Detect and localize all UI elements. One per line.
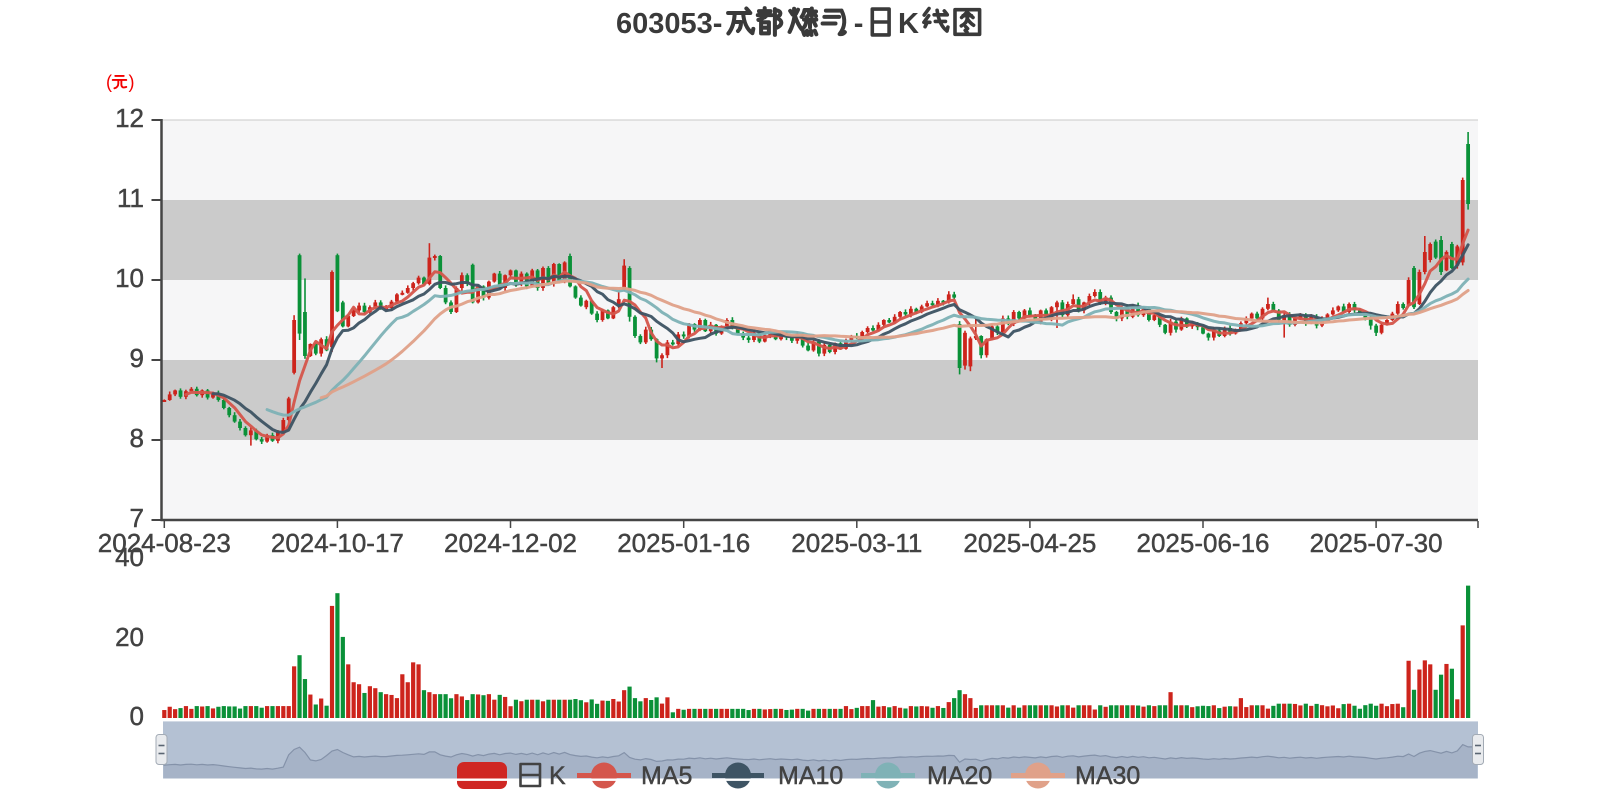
svg-text:11: 11 xyxy=(117,183,144,213)
svg-text:2024-08-23: 2024-08-23 xyxy=(98,528,231,558)
svg-text:2025-06-16: 2025-06-16 xyxy=(1137,528,1270,558)
svg-text:12: 12 xyxy=(115,103,144,133)
svg-text:10: 10 xyxy=(115,263,144,293)
svg-text:7: 7 xyxy=(130,503,144,533)
svg-text:2024-12-02: 2024-12-02 xyxy=(444,528,577,558)
svg-text:): ) xyxy=(129,72,135,92)
svg-text:603053-: 603053- xyxy=(616,8,722,40)
svg-text:8: 8 xyxy=(130,423,144,453)
svg-text:K: K xyxy=(549,762,566,790)
svg-text:MA20: MA20 xyxy=(927,762,992,790)
svg-text:20: 20 xyxy=(115,622,144,652)
svg-text:2025-01-16: 2025-01-16 xyxy=(617,528,750,558)
svg-text:2025-04-25: 2025-04-25 xyxy=(963,528,1096,558)
svg-text:0: 0 xyxy=(130,701,144,731)
svg-text:2025-03-11: 2025-03-11 xyxy=(791,528,922,558)
svg-text:K: K xyxy=(898,8,919,40)
svg-text:2025-07-30: 2025-07-30 xyxy=(1310,528,1443,558)
svg-text:MA30: MA30 xyxy=(1075,762,1140,790)
svg-text:9: 9 xyxy=(130,343,144,373)
svg-text:-: - xyxy=(854,8,864,40)
svg-text:(: ( xyxy=(106,72,112,92)
svg-text:MA5: MA5 xyxy=(641,762,692,790)
svg-text:MA10: MA10 xyxy=(778,762,843,790)
svg-text:40: 40 xyxy=(115,542,144,572)
svg-text:2024-10-17: 2024-10-17 xyxy=(271,528,404,558)
